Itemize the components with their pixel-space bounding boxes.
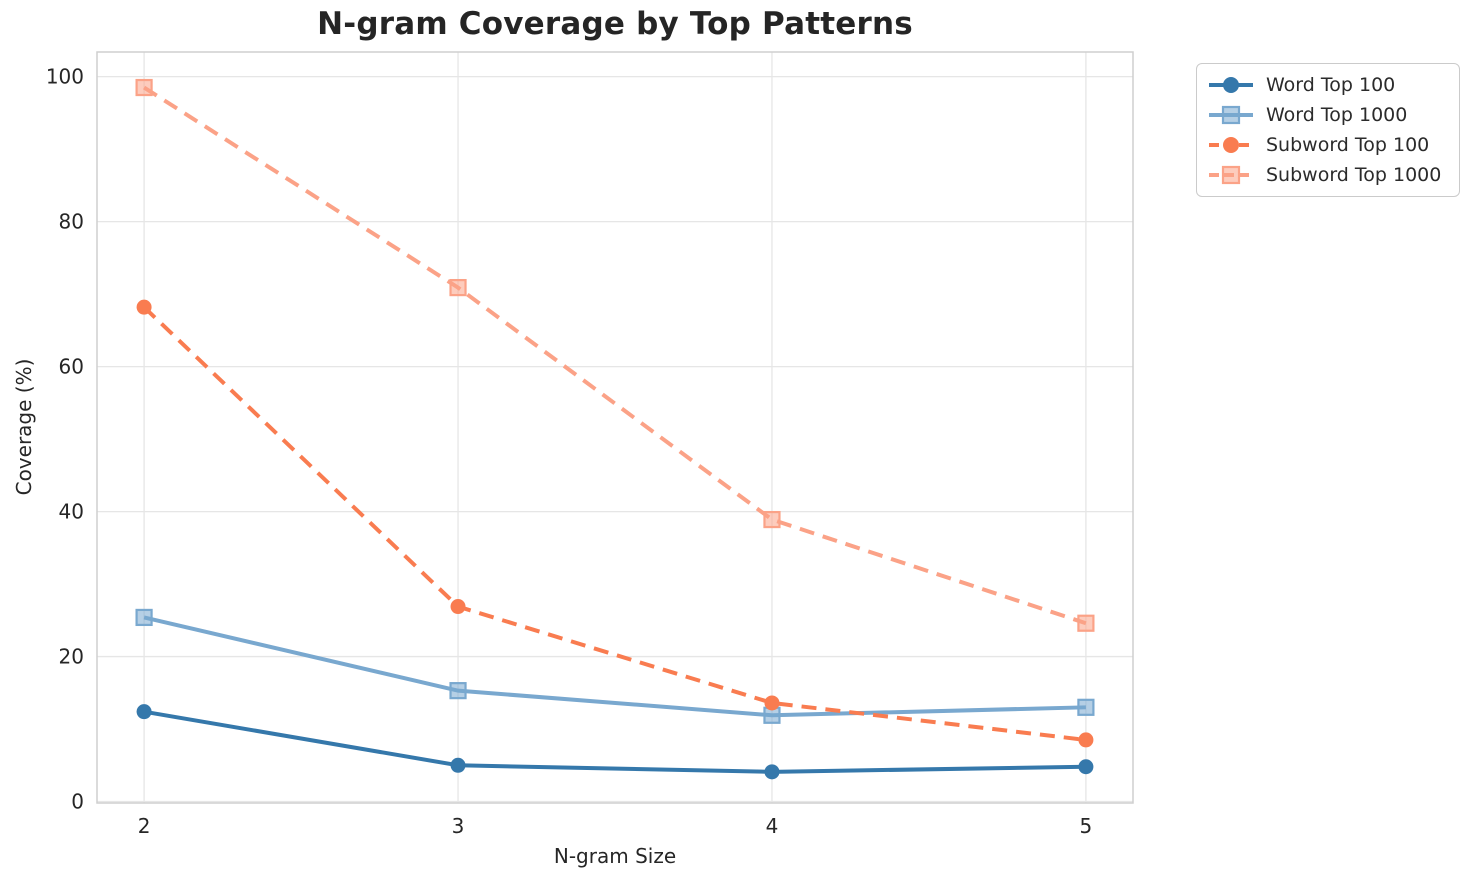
y-tick-60: 60 bbox=[59, 355, 84, 379]
marker-word-top-100-x5 bbox=[1078, 759, 1094, 775]
marker-subword-top-100-x2 bbox=[136, 299, 152, 315]
y-tick-80: 80 bbox=[59, 210, 84, 234]
legend-label-word-top-100: Word Top 100 bbox=[1266, 74, 1396, 96]
y-tick-40: 40 bbox=[59, 500, 84, 524]
axes-spines bbox=[96, 51, 1134, 804]
x-tick-2: 2 bbox=[138, 814, 151, 838]
legend-item-word-top-1000: Word Top 1000 bbox=[1207, 100, 1447, 130]
legend-label-word-top-1000: Word Top 1000 bbox=[1266, 104, 1408, 126]
legend-marker-square bbox=[1221, 165, 1241, 185]
marker-word-top-100-x4 bbox=[764, 764, 780, 780]
x-tick-3: 3 bbox=[452, 814, 465, 838]
marker-subword-top-1000-x3 bbox=[449, 278, 467, 297]
legend-swatch-subword-top-100 bbox=[1209, 137, 1253, 153]
marker-subword-top-1000-x5 bbox=[1077, 614, 1095, 632]
legend: Word Top 100 Word Top 1000 Subword Top 100… bbox=[1196, 63, 1460, 197]
x-tick-5: 5 bbox=[1080, 814, 1093, 838]
y-tick-100: 100 bbox=[46, 65, 84, 89]
series-line-word-top-1000 bbox=[143, 615, 1086, 718]
marker-word-top-100-x3 bbox=[450, 757, 466, 773]
legend-item-subword-top-100: Subword Top 100 bbox=[1207, 130, 1447, 160]
marker-word-top-1000-x5 bbox=[1077, 698, 1095, 716]
legend-item-subword-top-1000: Subword Top 1000 bbox=[1207, 160, 1447, 190]
chart-title: N-gram Coverage by Top Patterns bbox=[317, 6, 913, 42]
marker-subword-top-100-x4 bbox=[764, 695, 780, 711]
marker-word-top-1000-x2 bbox=[135, 608, 153, 627]
marker-word-top-100-x2 bbox=[136, 704, 152, 720]
legend-marker-circle bbox=[1223, 137, 1239, 153]
legend-swatch-word-top-1000 bbox=[1209, 105, 1253, 125]
legend-label-subword-top-1000: Subword Top 1000 bbox=[1266, 164, 1442, 186]
marker-subword-top-100-x5 bbox=[1078, 732, 1094, 748]
marker-subword-top-1000-x4 bbox=[763, 510, 781, 529]
legend-label-subword-top-100: Subword Top 100 bbox=[1266, 134, 1430, 156]
series-line-subword-top-100 bbox=[142, 305, 1087, 742]
legend-marker-square bbox=[1221, 105, 1241, 125]
y-tick-0: 0 bbox=[71, 790, 84, 814]
legend-item-word-top-100: Word Top 100 bbox=[1207, 70, 1447, 100]
legend-swatch-word-top-100 bbox=[1209, 77, 1253, 93]
marker-subword-top-100-x3 bbox=[450, 599, 466, 615]
series-line-subword-top-1000 bbox=[143, 85, 1087, 626]
marker-subword-top-1000-x2 bbox=[135, 78, 153, 97]
y-axis-label: Coverage (%) bbox=[12, 358, 36, 496]
legend-swatch-subword-top-1000 bbox=[1209, 165, 1253, 185]
x-tick-4: 4 bbox=[766, 814, 779, 838]
legend-marker-circle bbox=[1223, 77, 1239, 93]
x-axis-label: N-gram Size bbox=[553, 844, 677, 868]
series-line-word-top-100 bbox=[143, 709, 1086, 774]
y-tick-20: 20 bbox=[59, 645, 84, 669]
marker-word-top-1000-x3 bbox=[449, 682, 467, 700]
